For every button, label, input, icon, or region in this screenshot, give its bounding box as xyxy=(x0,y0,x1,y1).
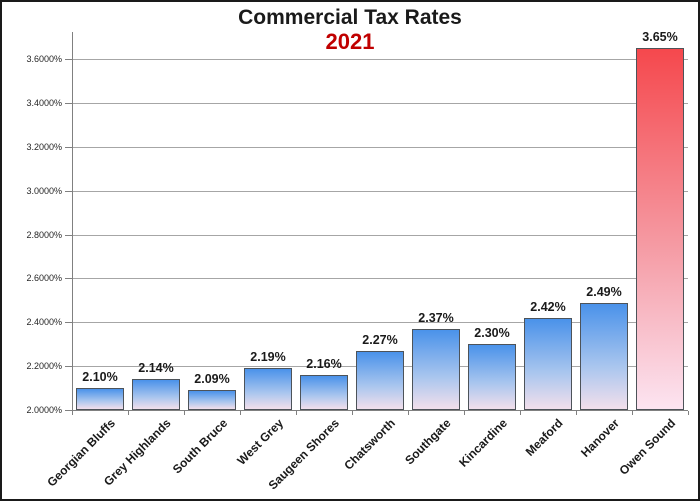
y-axis-tick xyxy=(65,147,72,148)
bar-value-label: 3.65% xyxy=(642,30,678,44)
x-axis xyxy=(65,410,688,411)
category-label: Hanover xyxy=(578,416,622,460)
category-label: Kincardine xyxy=(456,416,510,470)
bar-value-label: 2.10% xyxy=(82,370,118,384)
bar xyxy=(412,329,460,410)
bar-value-label: 2.49% xyxy=(586,285,622,299)
y-axis-tick xyxy=(65,235,72,236)
bar xyxy=(132,379,180,410)
bar-value-label: 2.14% xyxy=(138,361,174,375)
x-axis-tick xyxy=(184,411,185,415)
bar xyxy=(468,344,516,410)
bar xyxy=(356,351,404,410)
bar-value-label: 2.37% xyxy=(418,311,454,325)
x-axis-tick xyxy=(464,411,465,415)
x-axis-tick xyxy=(688,411,689,415)
gridline xyxy=(72,278,688,279)
chart-subtitle: 2021 xyxy=(325,29,375,55)
x-axis-tick xyxy=(520,411,521,415)
x-axis-tick xyxy=(240,411,241,415)
y-axis-tick xyxy=(65,322,72,323)
y-tick-label: 2.0000% xyxy=(26,405,62,415)
category-label: Meaford xyxy=(522,416,566,459)
y-axis-tick xyxy=(65,103,72,104)
bar xyxy=(188,390,236,410)
x-axis-tick xyxy=(128,411,129,415)
category-label: Chatsworth xyxy=(341,416,398,473)
y-tick-label: 3.4000% xyxy=(26,98,62,108)
y-axis-tick xyxy=(65,366,72,367)
title-block: Commercial Tax Rates 2021 xyxy=(2,6,698,54)
chart-title: Commercial Tax Rates xyxy=(238,6,462,29)
y-tick-label: 3.2000% xyxy=(26,142,62,152)
y-tick-label: 2.2000% xyxy=(26,361,62,371)
y-tick-label: 3.0000% xyxy=(26,186,62,196)
bar xyxy=(300,375,348,410)
category-label: West Grey xyxy=(234,416,286,468)
bar-value-label: 2.16% xyxy=(306,357,342,371)
bar-value-label: 2.42% xyxy=(530,300,566,314)
bar xyxy=(524,318,572,410)
bar xyxy=(76,388,124,410)
y-tick-label: 2.8000% xyxy=(26,230,62,240)
y-axis-tick xyxy=(65,278,72,279)
gridline xyxy=(72,147,688,148)
bar xyxy=(244,368,292,410)
y-axis-tick xyxy=(65,59,72,60)
x-axis-tick xyxy=(72,411,73,415)
bar xyxy=(580,303,628,410)
category-label: South Bruce xyxy=(169,416,230,477)
y-axis-tick xyxy=(65,191,72,192)
x-axis-tick xyxy=(296,411,297,415)
gridline xyxy=(72,191,688,192)
x-axis-tick xyxy=(352,411,353,415)
category-label: Owen Sound xyxy=(616,416,678,478)
y-tick-label: 3.6000% xyxy=(26,54,62,64)
gridline xyxy=(72,103,688,104)
bar-value-label: 2.19% xyxy=(250,350,286,364)
category-label: Southgate xyxy=(402,416,454,468)
x-axis-tick xyxy=(632,411,633,415)
bar-highlighted xyxy=(636,48,684,410)
gridline xyxy=(72,235,688,236)
x-axis-tick xyxy=(408,411,409,415)
gridline xyxy=(72,322,688,323)
bar-value-label: 2.09% xyxy=(194,372,230,386)
y-tick-label: 2.6000% xyxy=(26,273,62,283)
bar-value-label: 2.30% xyxy=(474,326,510,340)
y-axis xyxy=(72,32,73,410)
gridline xyxy=(72,59,688,60)
x-axis-tick xyxy=(576,411,577,415)
bar-value-label: 2.27% xyxy=(362,333,398,347)
y-tick-label: 2.4000% xyxy=(26,317,62,327)
